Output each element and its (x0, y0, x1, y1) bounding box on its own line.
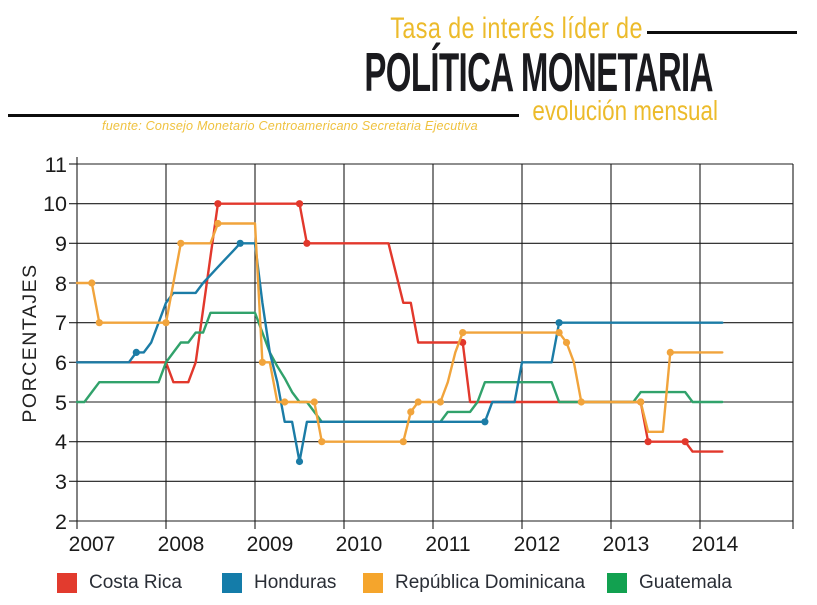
axis-labels: 11 10 9 8 7 6 5 4 3 2 2007 2008 2009 201… (19, 153, 739, 556)
x-axis-tick-label: 2010 (336, 533, 383, 556)
x-axis-tick-label: 2008 (158, 533, 205, 556)
y-axis-tick-label: 11 (45, 153, 67, 177)
chart-title-line1: Tasa de interés líder de (390, 12, 643, 45)
legend-item-costa-rica: Costa Rica (57, 571, 182, 594)
y-axis-tick-label: 2 (55, 510, 67, 534)
legend-item-honduras: Honduras (222, 571, 336, 594)
y-axis-title: PORCENTAJES (19, 263, 41, 422)
x-axis-tick-label: 2007 (69, 533, 116, 556)
legend-label: Guatemala (639, 571, 732, 593)
x-axis-tick-label: 2014 (692, 533, 739, 556)
y-axis-tick-label: 9 (55, 232, 67, 256)
legend-swatch-republica-dominicana (363, 572, 383, 593)
y-axis-tick-label: 8 (55, 272, 67, 296)
x-axis-tick-label: 2011 (425, 533, 470, 556)
chart-title-main: POLÍTICA MONETARIA (364, 41, 713, 103)
x-axis-tick-label: 2012 (514, 533, 561, 556)
chart-gridlines (69, 157, 794, 529)
chart-series-lines (75, 200, 724, 466)
legend-label: Costa Rica (89, 571, 182, 593)
chart-title-subtitle: evolución mensual (532, 95, 718, 126)
legend-swatch-costa-rica (57, 572, 77, 593)
legend-label: Honduras (254, 571, 337, 593)
y-axis-tick-label: 3 (55, 470, 67, 494)
legend-label: República Dominicana (395, 571, 586, 593)
y-axis-tick-label: 4 (55, 430, 67, 454)
legend-swatch-guatemala (607, 572, 627, 593)
header-rule-right (647, 31, 797, 34)
x-axis-tick-label: 2013 (603, 533, 650, 556)
y-axis-tick-label: 10 (43, 192, 67, 216)
x-axis-tick-label: 2009 (247, 533, 294, 556)
header-rule-left (8, 114, 519, 117)
legend-item-guatemala: Guatemala (607, 571, 732, 594)
y-axis-tick-label: 5 (55, 391, 67, 415)
y-axis-tick-label: 7 (55, 311, 67, 335)
legend-item-republica-dominicana: República Dominicana (363, 571, 585, 594)
source-caption: fuente: Consejo Monetario Centroamerican… (102, 118, 478, 133)
legend-swatch-honduras (222, 572, 242, 593)
y-axis-tick-label: 6 (55, 351, 67, 375)
